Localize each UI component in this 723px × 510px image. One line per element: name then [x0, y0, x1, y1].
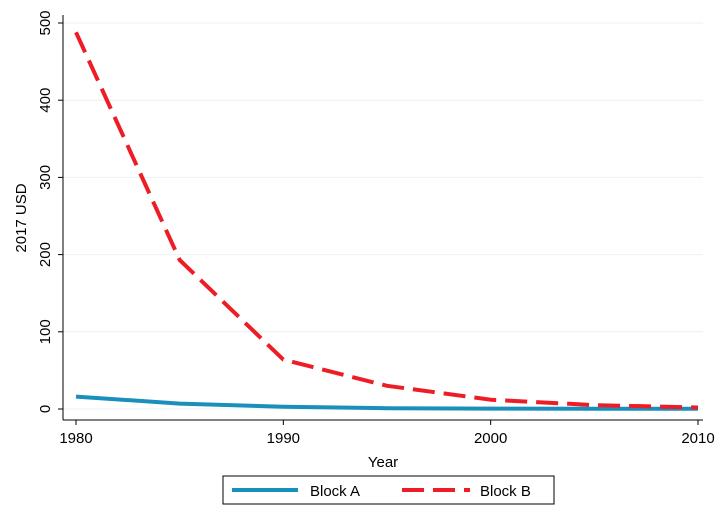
series-line-block-b — [74, 31, 699, 410]
y-tick-label: 200 — [37, 242, 54, 267]
series-layer — [74, 31, 699, 411]
x-tick-label: 2000 — [474, 430, 507, 447]
y-axis-ticks: 0 100 200 300 400 500 — [37, 10, 63, 413]
grid-lines — [63, 22, 703, 410]
x-tick-label: 1980 — [59, 430, 92, 447]
legend: Block A Block B — [222, 475, 555, 505]
x-tick-label: 1990 — [267, 430, 300, 447]
y-tick-label: 500 — [37, 10, 54, 35]
y-axis-title: 2017 USD — [13, 183, 30, 252]
y-tick-label: 300 — [37, 165, 54, 190]
y-tick-label: 400 — [37, 88, 54, 113]
y-tick-label: 0 — [37, 405, 54, 413]
x-tick-label: 2010 — [681, 430, 714, 447]
x-axis-title: Year — [368, 454, 398, 471]
legend-label-block-b: Block B — [480, 483, 531, 500]
x-axis-ticks: 1980 1990 2000 2010 — [59, 420, 715, 447]
series-line-block-a — [75, 394, 698, 411]
y-tick-label: 100 — [37, 319, 54, 344]
legend-label-block-a: Block A — [310, 483, 360, 500]
